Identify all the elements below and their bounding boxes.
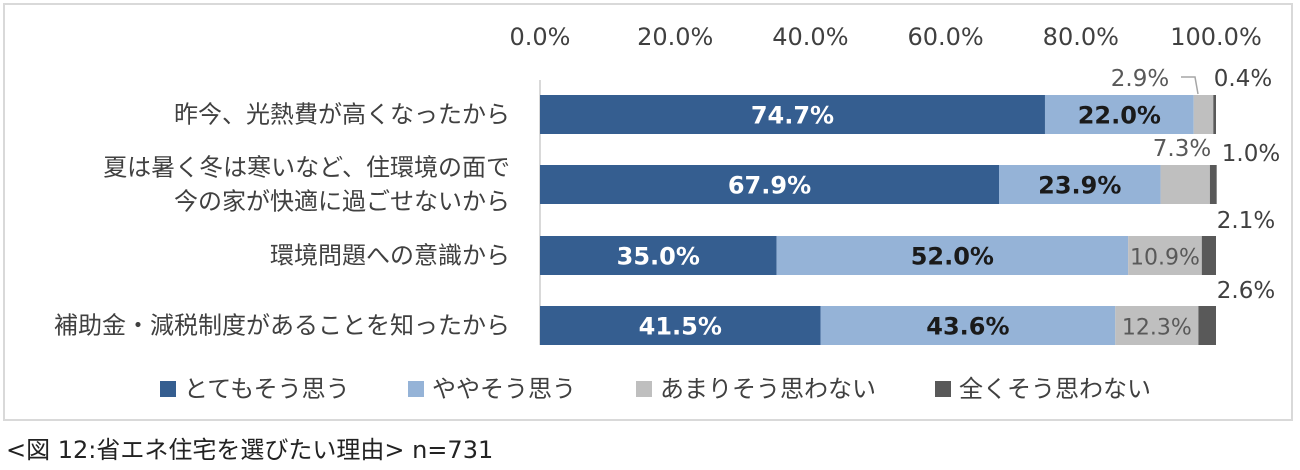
category-label: 夏は暑く冬は寒いなど、住環境の面で [103,154,510,182]
legend-label: とてもそう思う [184,375,350,403]
stacked-bar-chart: 0.0% 20.0% 40.0% 60.0% 80.0% 100.0% 昨今、光熱費が高くな… [54,23,1280,403]
bar-segment [1193,95,1214,134]
data-label: 52.0% [911,243,994,271]
data-label: 7.3% [1153,136,1211,162]
data-label: 1.0% [1222,141,1280,167]
legend-label: 全くそう思わない [959,375,1151,403]
data-label: 12.3% [1122,316,1192,341]
bar-segment [1128,236,1202,275]
x-tick-label: 0.0% [510,23,571,51]
data-label: 74.7% [751,102,834,130]
data-label: 35.0% [617,243,700,271]
legend-label: ややそう思う [432,375,576,403]
bar-segment [540,165,1000,204]
category-label: 補助金・減税制度があることを知ったから [54,312,510,340]
data-label: 67.9% [728,172,811,200]
chart-frame [3,3,1293,421]
data-label: 43.6% [926,313,1009,341]
bar-segment [1198,306,1216,345]
category-label: 環境問題への意識から [270,242,510,270]
data-label: 2.6% [1217,278,1275,304]
x-tick-label: 80.0% [1043,23,1119,51]
data-label: 10.9% [1130,246,1200,271]
legend-label: あまりそう思わない [660,375,876,403]
x-tick-label: 40.0% [772,23,848,51]
legend-swatch [935,381,951,397]
data-label: 2.9% [1111,66,1169,92]
bar-segment [540,306,821,345]
x-tick-label: 60.0% [907,23,983,51]
bar-segment [540,236,777,275]
data-label: 23.9% [1038,172,1121,200]
bar-segment [820,306,1116,345]
figure-caption: <図 12:省エネ住宅を選びたい理由> n=731 [6,436,494,464]
leader-line [1181,76,1199,95]
data-label: 22.0% [1078,102,1161,130]
data-label: 41.5% [639,313,722,341]
x-tick-label: 100.0% [1170,23,1262,51]
bar-segment [1115,306,1199,345]
legend-swatch [160,381,176,397]
bar-segment [1044,95,1194,134]
x-tick-label: 20.0% [637,23,713,51]
data-label: 0.4% [1214,66,1272,92]
bar-segment [1201,236,1216,275]
legend-swatch [408,381,424,397]
legend-swatch [636,381,652,397]
bar-segment [1213,95,1216,134]
bar-segment [776,236,1129,275]
bar-segment [1209,165,1217,204]
bar-segment [999,165,1161,204]
category-label: 昨今、光熱費が高くなったから [174,101,510,129]
data-label: 2.1% [1217,208,1275,234]
bar-segment [1160,165,1210,204]
category-label: 今の家が快適に過ごせないから [174,188,510,216]
bar-segment [540,95,1045,134]
